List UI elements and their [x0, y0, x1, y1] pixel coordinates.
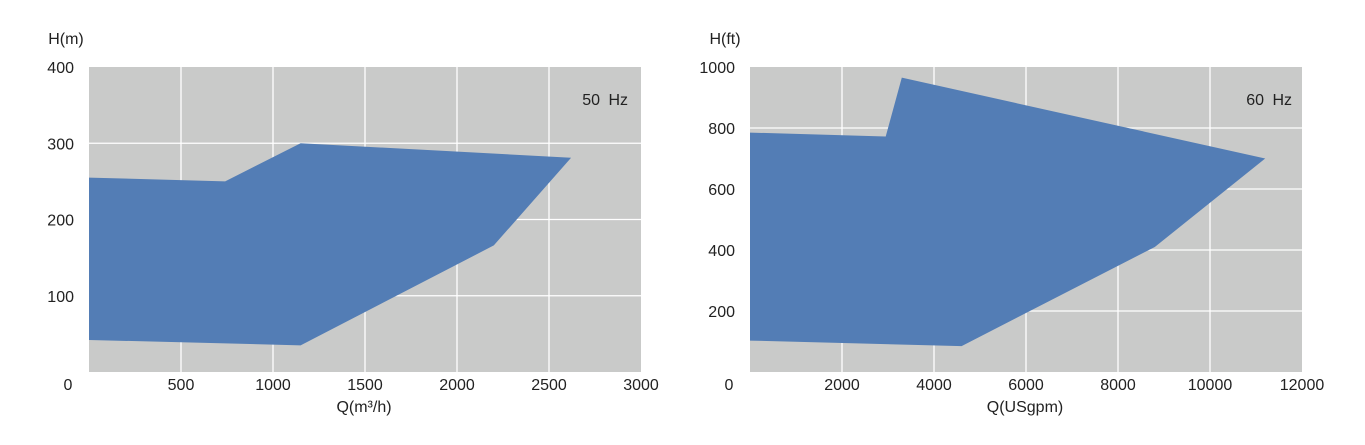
y-tick-label: 300: [47, 136, 74, 153]
x-tick-label: 8000: [1100, 377, 1136, 394]
chart-2: 0 2000 4000 6000 8000 10000 12000 200 400 600 800 1…: [699, 31, 1324, 416]
y-tick-label: 400: [47, 60, 74, 77]
y-tick-label: 200: [47, 213, 74, 230]
frequency-label: 50 Hz: [582, 92, 628, 109]
x-tick-label: 6000: [1008, 377, 1044, 394]
operating-range-area: [750, 77, 1266, 347]
y-axis-label: H(ft): [709, 31, 740, 48]
x-tick-label: 4000: [916, 377, 952, 394]
y-tick-label: 200: [708, 304, 735, 321]
x-axis-label: Q(m³/h): [336, 399, 391, 416]
x-tick-label: 0: [725, 377, 734, 394]
x-tick-label: 500: [168, 377, 195, 394]
x-tick-label: 3000: [623, 377, 659, 394]
y-axis-label: H(m): [48, 31, 84, 48]
x-tick-label: 2500: [531, 377, 567, 394]
y-tick-label: 100: [47, 289, 74, 306]
x-axis-label: Q(USgpm): [987, 399, 1063, 416]
y-tick-label: 400: [708, 243, 735, 260]
y-tick-label: 1000: [699, 60, 735, 77]
x-tick-label: 0: [64, 377, 73, 394]
frequency-label: 60 Hz: [1246, 92, 1292, 109]
x-tick-label: 1000: [255, 377, 291, 394]
x-tick-label: 12000: [1280, 377, 1325, 394]
y-tick-label: 600: [708, 182, 735, 199]
x-tick-label: 2000: [824, 377, 860, 394]
x-tick-label: 2000: [439, 377, 475, 394]
x-tick-label: 1500: [347, 377, 383, 394]
chart-1: 0 500 1000 1500 2000 2500 3000 100 200 300 400 Q(m³…: [47, 31, 659, 416]
x-tick-label: 10000: [1188, 377, 1233, 394]
y-tick-label: 800: [708, 121, 735, 138]
operating-range-area: [89, 143, 572, 346]
